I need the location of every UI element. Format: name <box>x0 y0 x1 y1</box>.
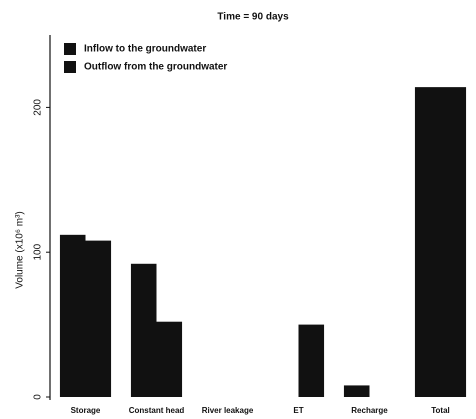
bar <box>298 324 325 397</box>
x-tick-label: ET <box>293 406 303 415</box>
x-tick-label: Constant head <box>129 406 185 415</box>
bar <box>156 321 183 397</box>
bar <box>130 263 157 397</box>
x-tick-label: Recharge <box>351 406 388 415</box>
bar <box>343 385 370 397</box>
legend-label: Inflow to the groundwater <box>84 44 206 55</box>
legend-swatch <box>64 43 76 55</box>
y-tick-label: 0 <box>33 394 44 400</box>
x-tick-label: River leakage <box>202 406 254 415</box>
legend-swatch <box>64 61 76 73</box>
bar <box>414 87 441 398</box>
bar <box>85 240 112 397</box>
x-tick-label: Total <box>431 406 450 415</box>
chart-title: Time = 90 days <box>217 12 289 23</box>
y-axis-label: Volume (x10⁶ m³) <box>15 211 26 288</box>
x-tick-label: Storage <box>71 406 101 415</box>
y-tick-label: 200 <box>33 99 44 116</box>
y-tick-label: 100 <box>33 243 44 260</box>
legend-label: Outflow from the groundwater <box>84 62 227 73</box>
bar <box>440 87 467 398</box>
bar <box>59 234 86 397</box>
